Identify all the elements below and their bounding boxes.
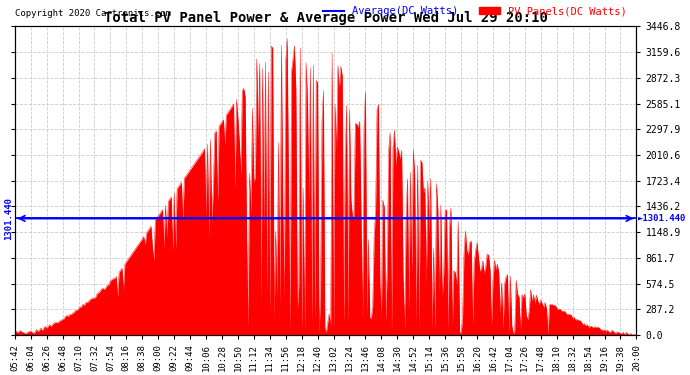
- Text: ►1301.440: ►1301.440: [638, 214, 686, 223]
- Title: Total PV Panel Power & Average Power Wed Jul 29 20:10: Total PV Panel Power & Average Power Wed…: [104, 11, 548, 25]
- Legend: Average(DC Watts), PV Panels(DC Watts): Average(DC Watts), PV Panels(DC Watts): [319, 2, 631, 21]
- Text: 1301.440: 1301.440: [4, 197, 13, 240]
- Text: Copyright 2020 Cartronics.com: Copyright 2020 Cartronics.com: [15, 9, 171, 18]
